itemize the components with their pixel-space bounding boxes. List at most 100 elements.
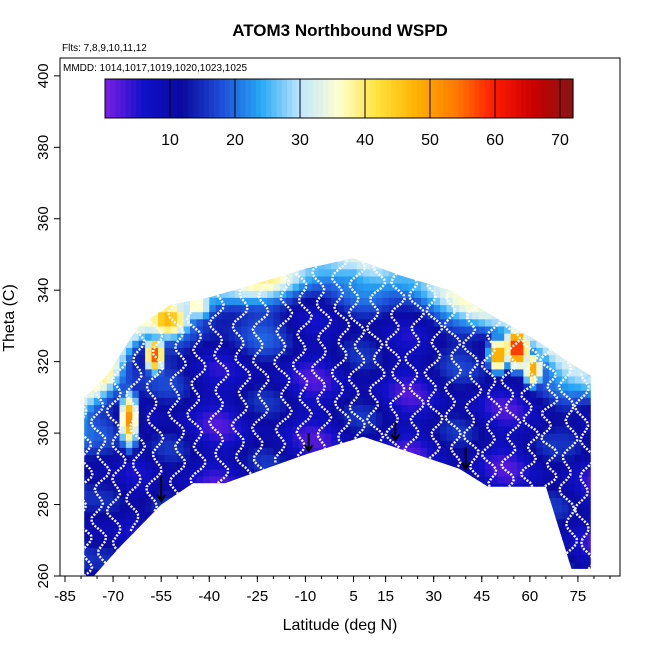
heat-cell (190, 461, 197, 470)
heat-cell (491, 290, 499, 298)
heat-cell (472, 568, 480, 576)
heat-cell (222, 290, 230, 298)
heat-cell (388, 418, 396, 427)
heat-cell (202, 440, 210, 448)
heat-cell (260, 468, 268, 477)
heat-cell (75, 247, 82, 255)
heat-cell (581, 426, 589, 434)
heat-cell (305, 340, 313, 348)
heat-cell (87, 325, 95, 334)
heat-cell (75, 519, 82, 527)
heat-cell (279, 268, 287, 277)
heat-cell (485, 454, 492, 463)
heat-cell (132, 383, 140, 391)
heat-cell (433, 361, 441, 370)
heat-cell (119, 390, 127, 398)
colorbar-swatch (328, 79, 335, 118)
heat-cell (420, 304, 428, 313)
heat-cell (529, 383, 537, 391)
heat-cell (420, 454, 428, 463)
colorbar-swatch (448, 79, 454, 118)
heat-cell (324, 390, 332, 398)
heat-cell (343, 297, 351, 306)
heat-cell (93, 533, 101, 541)
heat-cell (433, 390, 441, 398)
heat-cell (119, 418, 127, 427)
heat-cell (125, 375, 133, 384)
heat-cell (267, 354, 274, 363)
heat-cell (337, 318, 345, 327)
heat-cell (433, 526, 441, 534)
heat-cell (138, 476, 146, 484)
heat-cell (376, 340, 383, 348)
heat-cell (459, 504, 467, 513)
heat-cell (106, 318, 114, 327)
heat-cell (517, 504, 524, 513)
heat-cell (260, 361, 268, 370)
heat-cell (395, 275, 403, 284)
heat-cell (343, 383, 351, 391)
colorbar-tick-label: 60 (486, 132, 504, 149)
heat-cell (542, 404, 550, 413)
heat-cell (177, 554, 185, 563)
heat-cell (356, 297, 364, 306)
heat-cell (279, 426, 287, 434)
heat-cell (170, 404, 178, 413)
heat-cell (260, 526, 268, 534)
y-axis-label: Theta (C) (1, 284, 18, 352)
heat-cell (574, 404, 582, 413)
heat-cell (202, 461, 210, 470)
heat-cell (260, 261, 268, 270)
heat-cell (202, 483, 210, 491)
heat-cell (113, 333, 121, 341)
heat-cell (234, 297, 242, 306)
heat-cell (273, 526, 281, 534)
heat-cell (414, 333, 422, 341)
heat-cell (485, 347, 492, 356)
dates-label: MMDD: 1014,1017,1019,1020,1023,1025 (63, 63, 247, 74)
heat-cell (164, 297, 172, 306)
heat-cell (478, 568, 486, 576)
heat-cell (594, 526, 601, 534)
heat-cell (414, 311, 422, 320)
heat-cell (350, 361, 358, 370)
heat-cell (177, 258, 185, 263)
heat-cell (228, 568, 236, 576)
heat-cell (497, 526, 505, 534)
heat-cell (183, 433, 191, 441)
heat-cell (87, 440, 95, 448)
heat-cell (324, 476, 332, 484)
heat-cell (196, 490, 204, 498)
heat-cell (459, 490, 467, 498)
heat-cell (459, 404, 467, 413)
heat-cell (408, 490, 415, 498)
flight-profile (230, 287, 252, 478)
heat-cell (594, 355, 601, 363)
colorbar-swatch (287, 79, 293, 118)
heat-cell (536, 268, 544, 277)
heat-cell (485, 304, 492, 313)
heat-cell (382, 518, 390, 527)
heat-cell (324, 325, 332, 334)
heat-cell (414, 418, 422, 427)
heat-cell (286, 547, 294, 556)
heat-cell (376, 297, 383, 306)
heat-cell (363, 347, 371, 356)
heat-cell (177, 440, 185, 448)
heat-cell (497, 333, 505, 341)
heat-cell (209, 426, 217, 434)
heat-cell (350, 325, 358, 334)
heat-cell (459, 325, 467, 334)
heat-cell (337, 418, 345, 427)
heat-cell (228, 540, 236, 548)
heat-cell (190, 361, 197, 370)
heat-cell (331, 290, 339, 298)
heat-cell (433, 318, 441, 327)
heat-cell (498, 247, 505, 255)
heat-cell (222, 404, 230, 413)
heat-cell (549, 490, 557, 498)
heat-cell (228, 504, 236, 513)
heat-cell (523, 568, 531, 576)
heat-cell (260, 390, 268, 398)
heat-cell (106, 526, 114, 534)
